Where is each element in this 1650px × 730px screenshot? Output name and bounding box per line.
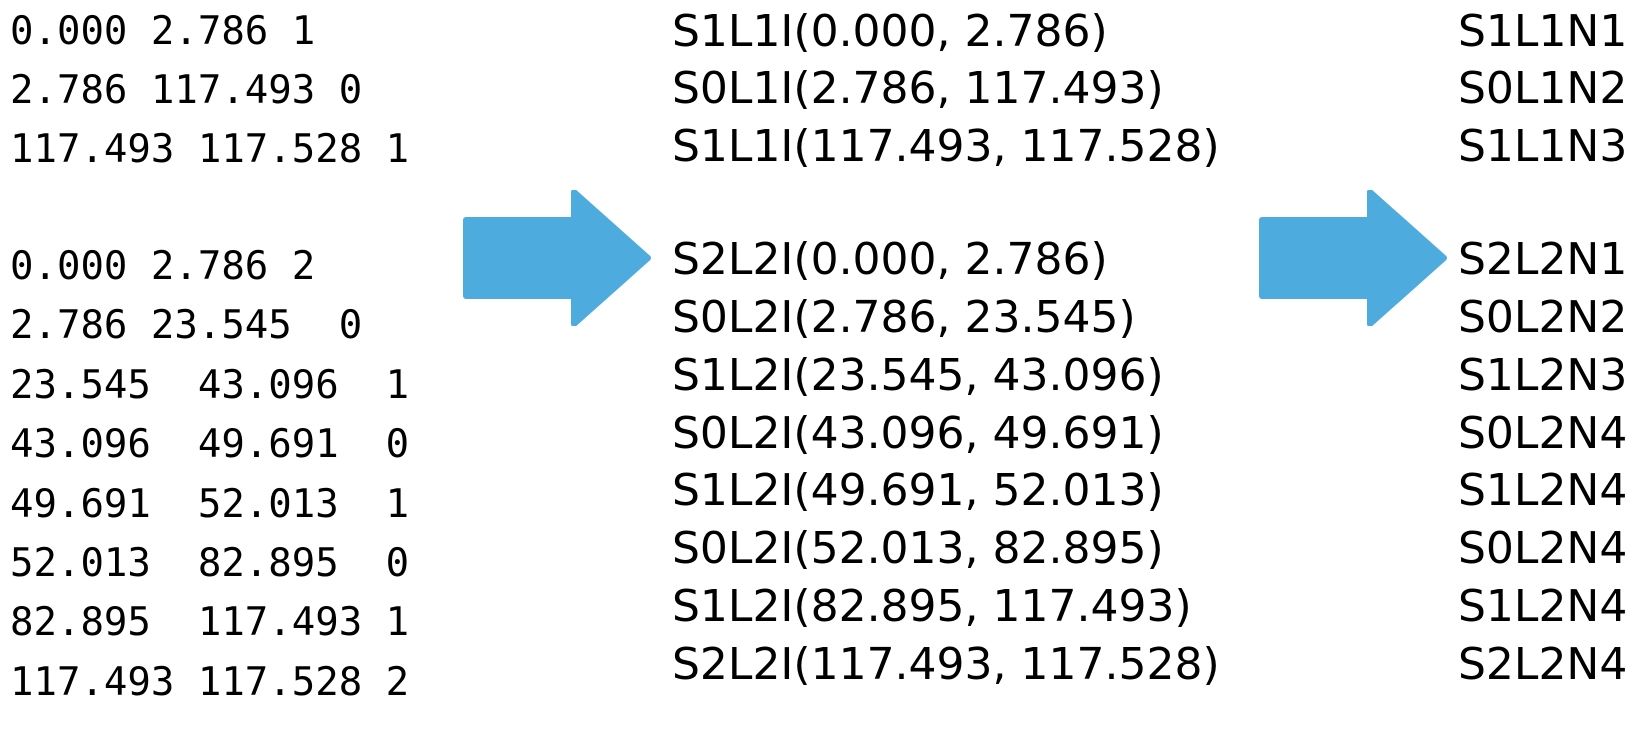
node-line: S0L2N4 <box>1458 408 1628 459</box>
interval-line: S1L2I(82.895, 117.493) <box>672 581 1192 632</box>
arrow-raw-to-intervals <box>463 190 651 326</box>
node-line: S1L1N1 <box>1458 6 1628 57</box>
interval-line: S1L2I(23.545, 43.096) <box>672 350 1164 401</box>
right-arrow-icon <box>1259 190 1447 326</box>
raw-line: 23.545 43.096 1 <box>10 363 410 408</box>
raw-line: 0.000 2.786 2 <box>10 244 316 289</box>
node-line: S1L1N3 <box>1458 121 1628 172</box>
raw-line: 2.786 23.545 0 <box>10 303 363 348</box>
node-line: S0L2N4 <box>1458 523 1628 574</box>
raw-line: 82.895 117.493 1 <box>10 600 410 645</box>
node-line: S0L2N2 <box>1458 292 1628 343</box>
interval-line: S2L2I(0.000, 2.786) <box>672 234 1108 285</box>
node-line: S2L2N1 <box>1458 234 1628 285</box>
raw-line: 117.493 117.528 1 <box>10 127 410 172</box>
node-line: S1L2N4 <box>1458 581 1628 632</box>
interval-line: S1L1I(117.493, 117.528) <box>672 121 1220 172</box>
node-line: S2L2N4 <box>1458 639 1628 690</box>
raw-line: 52.013 82.895 0 <box>10 541 410 586</box>
interval-line: S1L1I(0.000, 2.786) <box>672 6 1108 57</box>
raw-line: 0.000 2.786 1 <box>10 9 316 54</box>
node-line: S1L2N4 <box>1458 465 1628 516</box>
raw-line: 117.493 117.528 2 <box>10 660 410 705</box>
interval-line: S0L2I(2.786, 23.545) <box>672 292 1136 343</box>
node-line: S0L1N2 <box>1458 63 1628 114</box>
raw-line: 2.786 117.493 0 <box>10 68 363 113</box>
right-arrow-icon <box>463 190 651 326</box>
interval-line: S2L2I(117.493, 117.528) <box>672 639 1220 690</box>
arrow-intervals-to-nodes <box>1259 190 1447 326</box>
raw-line: 43.096 49.691 0 <box>10 422 410 467</box>
interval-line: S0L2I(52.013, 82.895) <box>672 523 1164 574</box>
interval-line: S0L1I(2.786, 117.493) <box>672 63 1164 114</box>
interval-line: S0L2I(43.096, 49.691) <box>672 408 1164 459</box>
interval-line: S1L2I(49.691, 52.013) <box>672 465 1164 516</box>
node-line: S1L2N3 <box>1458 350 1628 401</box>
raw-line: 49.691 52.013 1 <box>10 482 410 527</box>
